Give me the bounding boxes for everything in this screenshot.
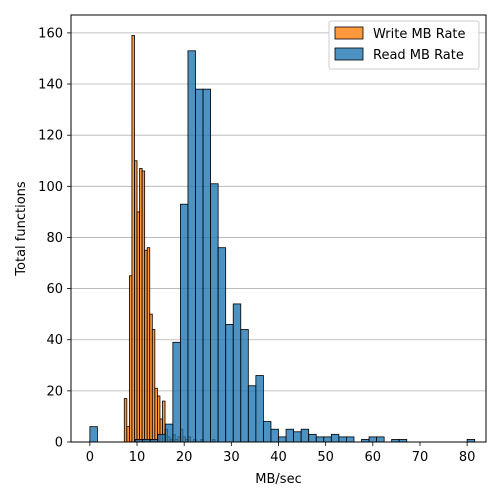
y-tick-label: 80 xyxy=(46,231,63,246)
histogram-bar xyxy=(315,436,325,443)
x-tick-label: 40 xyxy=(270,450,287,465)
x-tick-label: 50 xyxy=(317,450,334,465)
axis-ticks: 0 10 20 30 40 50 60 70 80 0 20 40 60 80 100 120 140 160 xyxy=(38,26,475,465)
y-tick-label: 60 xyxy=(46,282,63,297)
histogram-bar xyxy=(338,436,347,443)
histogram-bar xyxy=(346,436,355,443)
histogram-bar xyxy=(164,423,174,443)
legend-box xyxy=(328,20,480,70)
legend: Write MB Rate Read MB Rate xyxy=(328,20,480,70)
legend-swatch-read xyxy=(334,47,364,61)
x-axis-label: MB/sec xyxy=(255,472,301,487)
histogram-bar xyxy=(263,421,272,443)
y-tick-label: 40 xyxy=(46,333,63,348)
histogram-bar xyxy=(255,375,264,443)
histogram-bar xyxy=(187,50,196,443)
x-tick-label: 0 xyxy=(86,450,94,465)
y-tick-label: 100 xyxy=(38,180,63,195)
y-tick-label: 140 xyxy=(38,78,63,93)
histogram-bar xyxy=(157,433,166,443)
histogram-bar xyxy=(180,203,189,443)
y-tick-label: 0 xyxy=(55,436,63,451)
histogram-bar xyxy=(202,88,211,443)
x-tick-label: 20 xyxy=(176,450,193,465)
y-tick-label: 20 xyxy=(46,384,63,399)
x-tick-label: 60 xyxy=(365,450,382,465)
histogram-bar xyxy=(376,436,385,443)
histogram-bar xyxy=(172,341,181,443)
histogram-bar xyxy=(210,183,219,443)
legend-label-write: Write MB Rate xyxy=(373,27,466,42)
histogram-bar xyxy=(278,436,287,443)
histogram-bar xyxy=(232,303,242,443)
x-tick-label: 30 xyxy=(223,450,240,465)
y-tick-label: 160 xyxy=(38,26,63,41)
histogram-bar xyxy=(89,426,98,443)
histogram-bar xyxy=(270,428,279,443)
series-read-bars xyxy=(89,50,476,443)
y-axis-label: Total functions xyxy=(14,181,29,277)
legend-swatch-write xyxy=(334,26,364,40)
histogram-bar xyxy=(300,428,310,443)
x-tick-label: 80 xyxy=(459,450,476,465)
histogram-bar xyxy=(293,431,302,443)
histogram-bar xyxy=(225,323,234,443)
histogram-bar xyxy=(308,433,317,443)
histogram-bar xyxy=(368,436,377,443)
histogram-bar xyxy=(240,329,249,443)
histogram-bar xyxy=(247,385,257,443)
x-tick-label: 70 xyxy=(412,450,429,465)
legend-label-read: Read MB Rate xyxy=(373,48,464,63)
x-tick-label: 10 xyxy=(129,450,146,465)
histogram-bar xyxy=(217,247,227,443)
y-tick-label: 120 xyxy=(38,129,63,144)
histogram-bar xyxy=(285,428,294,443)
bars-layer xyxy=(89,35,476,443)
histogram-bar xyxy=(330,433,340,443)
histogram-bar xyxy=(195,88,204,443)
histogram-bar xyxy=(323,436,332,443)
